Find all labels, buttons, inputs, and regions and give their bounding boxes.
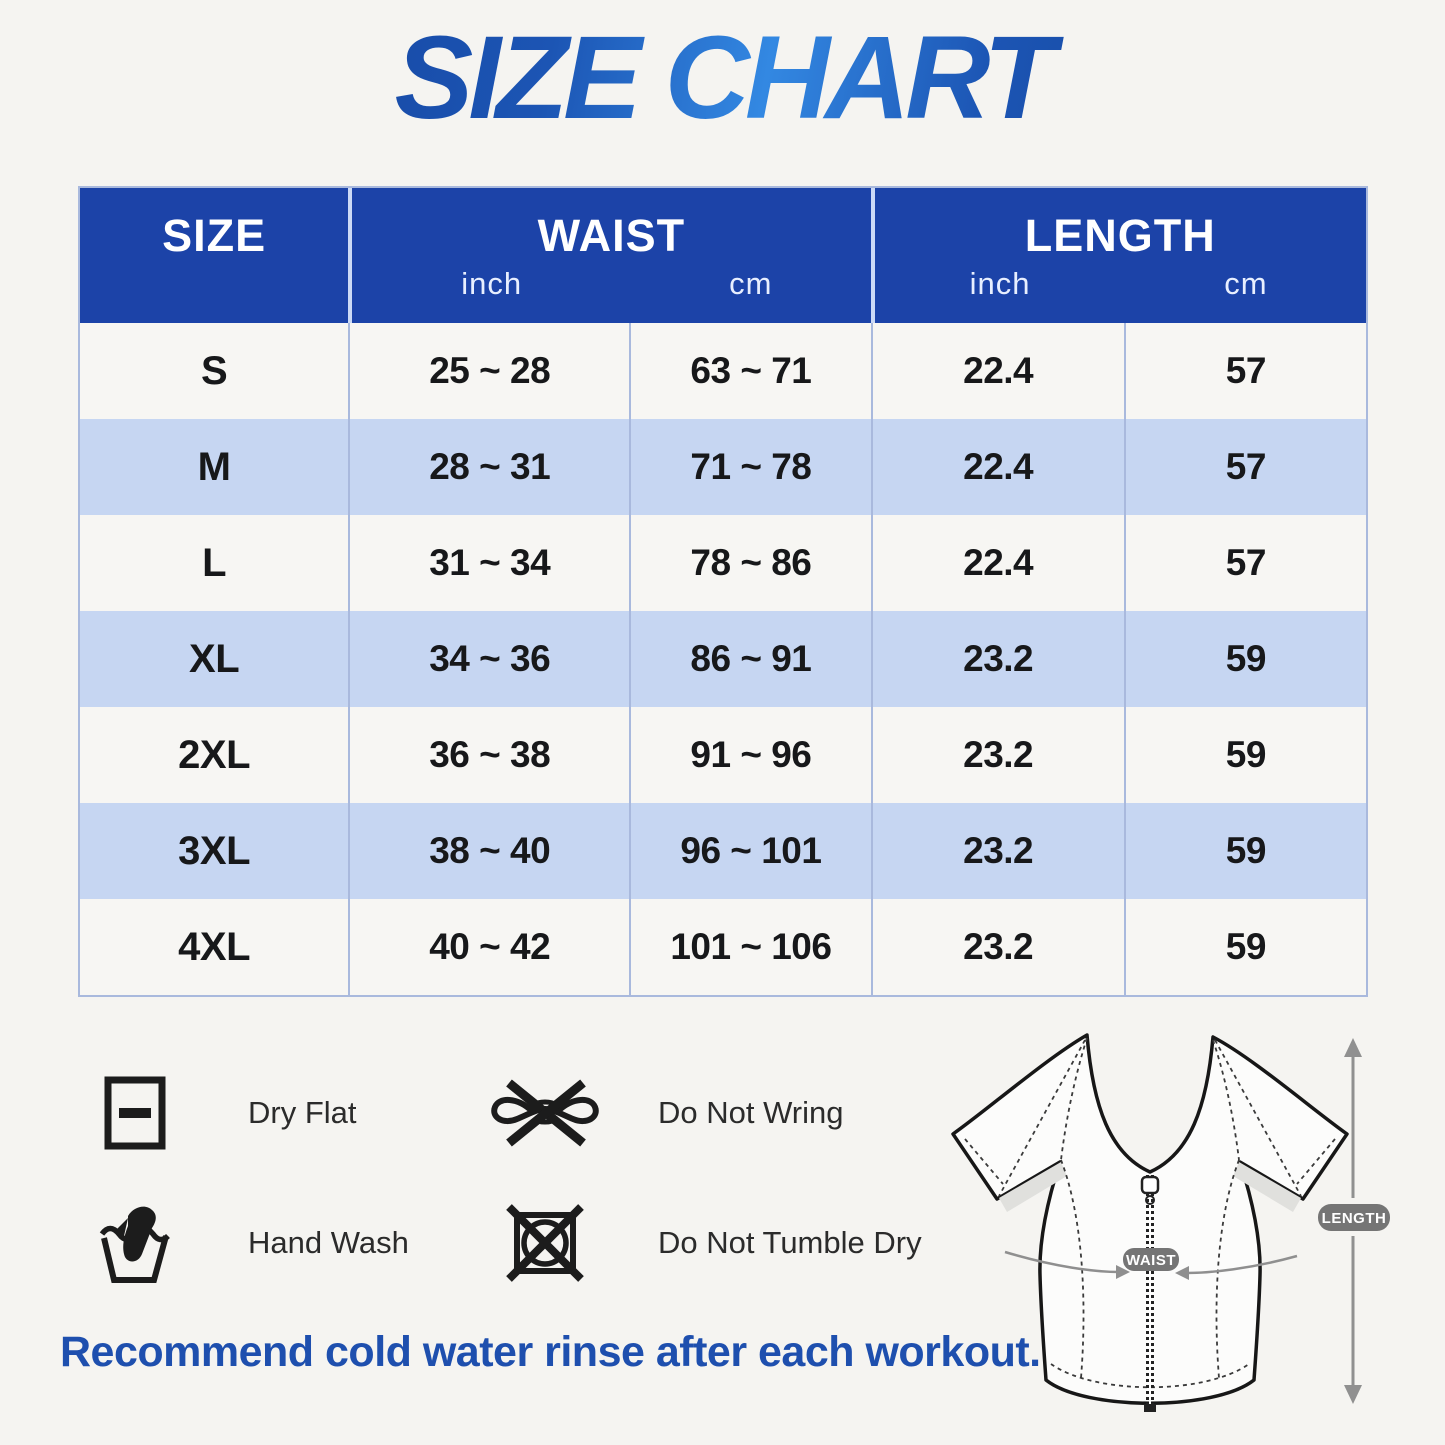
- care-label: Dry Flat: [248, 1095, 357, 1130]
- do-not-wring-icon: [491, 1079, 599, 1147]
- waist-inch-unit: inch: [461, 266, 523, 301]
- care-item-do-not-tumble-dry: Do Not Tumble Dry: [480, 1178, 950, 1308]
- cell-size: 4XL: [178, 924, 250, 969]
- cell-length-cm: 57: [1123, 515, 1366, 611]
- table-body: S 25 ~ 28 63 ~ 71 22.4 57 M 28 ~ 31 71 ~…: [80, 323, 1366, 995]
- cell-waist-inch: 40 ~ 42: [348, 899, 629, 995]
- garment-diagram: WAIST LENGTH: [951, 1033, 1390, 1412]
- cell-waist-inch: 34 ~ 36: [348, 611, 629, 707]
- cell-waist-inch: 38 ~ 40: [348, 803, 629, 899]
- footer-note: Recommend cold water rinse after each wo…: [60, 1328, 1041, 1376]
- hand-wash-icon: [99, 1206, 170, 1283]
- cell-length-inch: 22.4: [870, 323, 1124, 419]
- side-panel-left: [999, 1162, 1067, 1212]
- waist-measure-arrows: [1004, 1250, 1298, 1280]
- table-header: SIZE WAIST inch cm LENGTH inch cm: [80, 188, 1366, 323]
- cell-length-inch: 22.4: [870, 419, 1124, 515]
- cell-length-cm: 57: [1123, 419, 1366, 515]
- care-item-hand-wash: Hand Wash: [70, 1178, 480, 1308]
- header-waist: WAIST inch cm: [348, 188, 870, 323]
- cell-waist-cm: 91 ~ 96: [629, 707, 870, 803]
- length-inch-unit: inch: [969, 266, 1031, 301]
- length-arrow: [1344, 1038, 1362, 1404]
- table-row: S 25 ~ 28 63 ~ 71 22.4 57: [80, 323, 1366, 419]
- header-waist-units: inch cm: [352, 266, 870, 302]
- cell-waist-cm: 78 ~ 86: [629, 515, 870, 611]
- cell-size: M: [197, 444, 231, 489]
- cell-size: S: [200, 348, 228, 393]
- care-instructions: Dry Flat Do Not Wring Hand Wash: [70, 1048, 950, 1308]
- cell-waist-cm: 96 ~ 101: [629, 803, 870, 899]
- cell-length-inch: 23.2: [870, 803, 1124, 899]
- length-badge-label: LENGTH: [1322, 1210, 1387, 1227]
- side-panel-right: [1233, 1162, 1301, 1212]
- header-size-label: SIZE: [162, 210, 267, 261]
- cell-size: 3XL: [178, 828, 250, 873]
- table-row: L 31 ~ 34 78 ~ 86 22.4 57: [80, 515, 1366, 611]
- cell-size: 2XL: [178, 732, 250, 777]
- header-size: SIZE: [80, 188, 348, 323]
- table-row: 4XL 40 ~ 42 101 ~ 106 23.2 59: [80, 899, 1366, 995]
- cell-length-cm: 59: [1123, 707, 1366, 803]
- cell-size: XL: [189, 636, 240, 681]
- care-label: Do Not Tumble Dry: [658, 1225, 922, 1260]
- cell-length-cm: 59: [1123, 899, 1366, 995]
- care-label: Hand Wash: [248, 1225, 409, 1260]
- size-chart-table: SIZE WAIST inch cm LENGTH inch cm S 25 ~…: [78, 186, 1368, 997]
- table-row: 3XL 38 ~ 40 96 ~ 101 23.2 59: [80, 803, 1366, 899]
- cell-waist-inch: 28 ~ 31: [348, 419, 629, 515]
- waist-badge: WAIST: [1123, 1248, 1179, 1271]
- care-item-dry-flat: Dry Flat: [70, 1048, 480, 1178]
- care-item-do-not-wring: Do Not Wring: [480, 1048, 950, 1178]
- table-row: XL 34 ~ 36 86 ~ 91 23.2 59: [80, 611, 1366, 707]
- cell-size: L: [202, 540, 227, 585]
- length-badge: LENGTH: [1318, 1204, 1390, 1231]
- cell-length-inch: 22.4: [870, 515, 1124, 611]
- waist-badge-label: WAIST: [1126, 1252, 1176, 1269]
- dry-flat-icon: [104, 1076, 166, 1150]
- zipper: [1140, 1175, 1160, 1412]
- table-row: 2XL 36 ~ 38 91 ~ 96 23.2 59: [80, 707, 1366, 803]
- header-length-units: inch cm: [875, 266, 1366, 302]
- cell-length-inch: 23.2: [870, 899, 1124, 995]
- do-not-tumble-dry-icon: [506, 1204, 584, 1282]
- header-length-label: LENGTH: [1024, 210, 1216, 261]
- care-label: Do Not Wring: [658, 1095, 844, 1130]
- page-title: SIZE CHART: [0, 10, 1445, 146]
- header-waist-label: WAIST: [537, 210, 686, 261]
- cell-waist-inch: 36 ~ 38: [348, 707, 629, 803]
- waist-cm-unit: cm: [729, 266, 773, 301]
- cell-length-cm: 59: [1123, 611, 1366, 707]
- cell-waist-cm: 86 ~ 91: [629, 611, 870, 707]
- cell-waist-cm: 71 ~ 78: [629, 419, 870, 515]
- cell-length-inch: 23.2: [870, 707, 1124, 803]
- cell-waist-cm: 101 ~ 106: [629, 899, 870, 995]
- cell-waist-inch: 31 ~ 34: [348, 515, 629, 611]
- cell-waist-cm: 63 ~ 71: [629, 323, 870, 419]
- header-length: LENGTH inch cm: [870, 188, 1366, 323]
- cell-length-cm: 57: [1123, 323, 1366, 419]
- cell-waist-inch: 25 ~ 28: [348, 323, 629, 419]
- seam-stitching: [964, 1037, 1336, 1389]
- table-row: M 28 ~ 31 71 ~ 78 22.4 57: [80, 419, 1366, 515]
- cell-length-cm: 59: [1123, 803, 1366, 899]
- length-cm-unit: cm: [1224, 266, 1268, 301]
- cell-length-inch: 23.2: [870, 611, 1124, 707]
